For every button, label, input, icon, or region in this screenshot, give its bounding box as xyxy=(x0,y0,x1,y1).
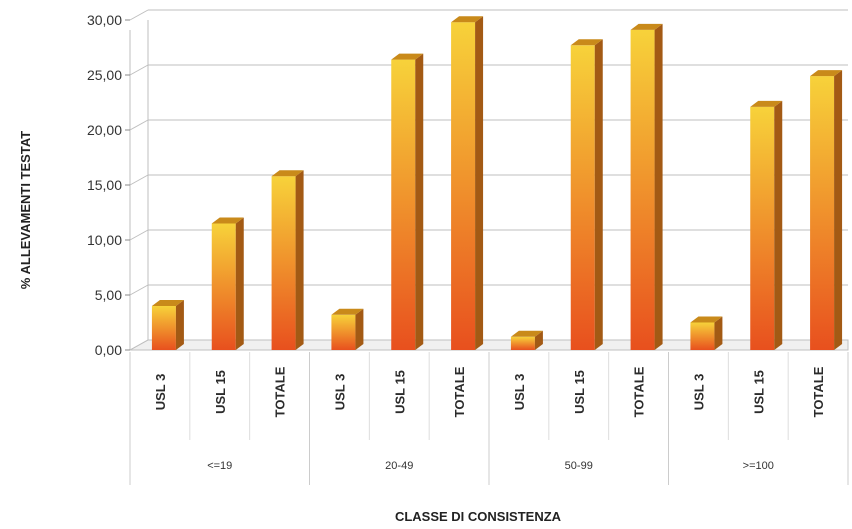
bar xyxy=(331,314,356,350)
bar-side xyxy=(714,316,723,350)
bar-top xyxy=(271,170,304,177)
bar xyxy=(810,76,835,350)
bar-side xyxy=(534,330,543,350)
x-axis-title: CLASSE DI CONSISTENZA xyxy=(395,509,562,524)
gridline-depth xyxy=(129,64,149,76)
bar xyxy=(151,306,176,350)
bar-top xyxy=(750,100,783,107)
bars-layer xyxy=(151,16,843,351)
x-category-label: USL 3 xyxy=(332,374,347,411)
y-tick-label: 30,00 xyxy=(87,12,122,28)
bar-top xyxy=(630,23,663,30)
bar-side xyxy=(475,16,484,350)
x-group-label: 50-99 xyxy=(565,460,593,472)
bar-top xyxy=(510,330,543,337)
bar-side xyxy=(834,70,843,350)
bar-side xyxy=(355,308,364,350)
bar xyxy=(510,336,535,350)
y-axis-title: % ALLEVAMENTI TESTAT xyxy=(18,131,33,289)
x-category-label: USL 15 xyxy=(751,370,766,414)
bar xyxy=(630,29,655,351)
y-tick-label: 10,00 xyxy=(87,232,122,248)
bar xyxy=(211,223,236,350)
x-category-label: USL 3 xyxy=(691,374,706,411)
bar-top xyxy=(211,217,244,224)
bar xyxy=(451,22,476,350)
gridline-depth xyxy=(129,9,149,21)
x-group-label: <=19 xyxy=(207,460,232,472)
bar-top xyxy=(690,316,723,323)
x-category-label: USL 3 xyxy=(153,374,168,411)
gridline-depth xyxy=(129,284,149,296)
bar xyxy=(690,322,715,350)
x-category-label: TOTALE xyxy=(273,366,288,417)
bar-top xyxy=(331,308,364,315)
gridline-depth xyxy=(129,339,149,351)
grid-layer xyxy=(125,9,849,485)
bar-top xyxy=(570,39,603,46)
bar xyxy=(570,45,595,351)
bar-side xyxy=(235,217,244,350)
x-group-label: >=100 xyxy=(743,460,774,472)
y-tick-label: 15,00 xyxy=(87,177,122,193)
y-tick-label: 5,00 xyxy=(95,287,122,303)
bar-top xyxy=(151,300,184,306)
bar-side xyxy=(175,300,184,350)
bar-side xyxy=(654,23,663,351)
y-tick-label: 20,00 xyxy=(87,122,122,138)
gridline-depth xyxy=(129,229,149,241)
bar-top xyxy=(451,16,484,23)
bar xyxy=(391,59,416,350)
x-category-label: USL 15 xyxy=(392,370,407,414)
gridline-depth xyxy=(129,174,149,186)
bar-side xyxy=(415,53,424,350)
x-category-label: TOTALE xyxy=(452,366,467,417)
bar-side xyxy=(594,39,603,351)
x-group-label: 20-49 xyxy=(385,460,413,472)
y-tick-label: 25,00 xyxy=(87,67,122,83)
x-category-label: TOTALE xyxy=(632,366,647,417)
bar-top xyxy=(391,53,424,60)
bar xyxy=(750,106,775,351)
x-category-label: TOTALE xyxy=(811,366,826,417)
bar-side xyxy=(774,100,783,351)
x-category-label: USL 15 xyxy=(213,370,228,414)
bar-top xyxy=(810,70,843,77)
bar-side xyxy=(295,170,304,350)
labels-layer: 0,00 5,00 10,00 15,00 20,00 25,00 30,00 USL 3 US… xyxy=(87,12,826,472)
y-tick-label: 0,00 xyxy=(95,342,122,358)
bar xyxy=(271,176,296,350)
x-category-label: USL 3 xyxy=(512,374,527,411)
gridline-depth xyxy=(129,119,149,131)
x-category-label: USL 15 xyxy=(572,370,587,414)
